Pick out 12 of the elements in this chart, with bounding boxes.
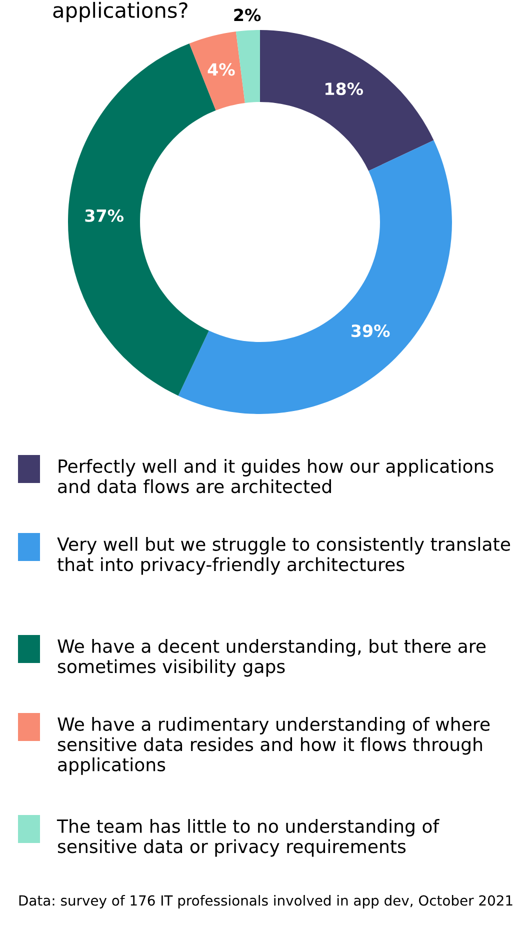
data-label: 18% (326, 82, 364, 96)
legend-label: Very well but we struggle to consistently translate that into privacy-friendly architectures (57, 537, 510, 575)
legend-label: We have a rudimentary understanding of where sensitive data resides and how it flows through applications (58, 717, 490, 775)
legend-label: The team has little to no understanding of sensitive data or privacy requirements (56, 819, 440, 857)
text: Data: survey of 176 IT professionals involved in app dev, October 2021 (19, 895, 512, 908)
data-label: 4% (208, 63, 235, 76)
legend-label: We have a decent understanding, but there are sometimes visibility gaps (58, 639, 486, 677)
data-label: 39% (351, 324, 390, 338)
chart-title: applications? (53, 2, 188, 22)
data-label: 2% (234, 8, 261, 22)
data-label: 37% (85, 209, 124, 222)
legend-label: Perfectly well and it guides how our applications and data flows are architected (58, 459, 494, 494)
